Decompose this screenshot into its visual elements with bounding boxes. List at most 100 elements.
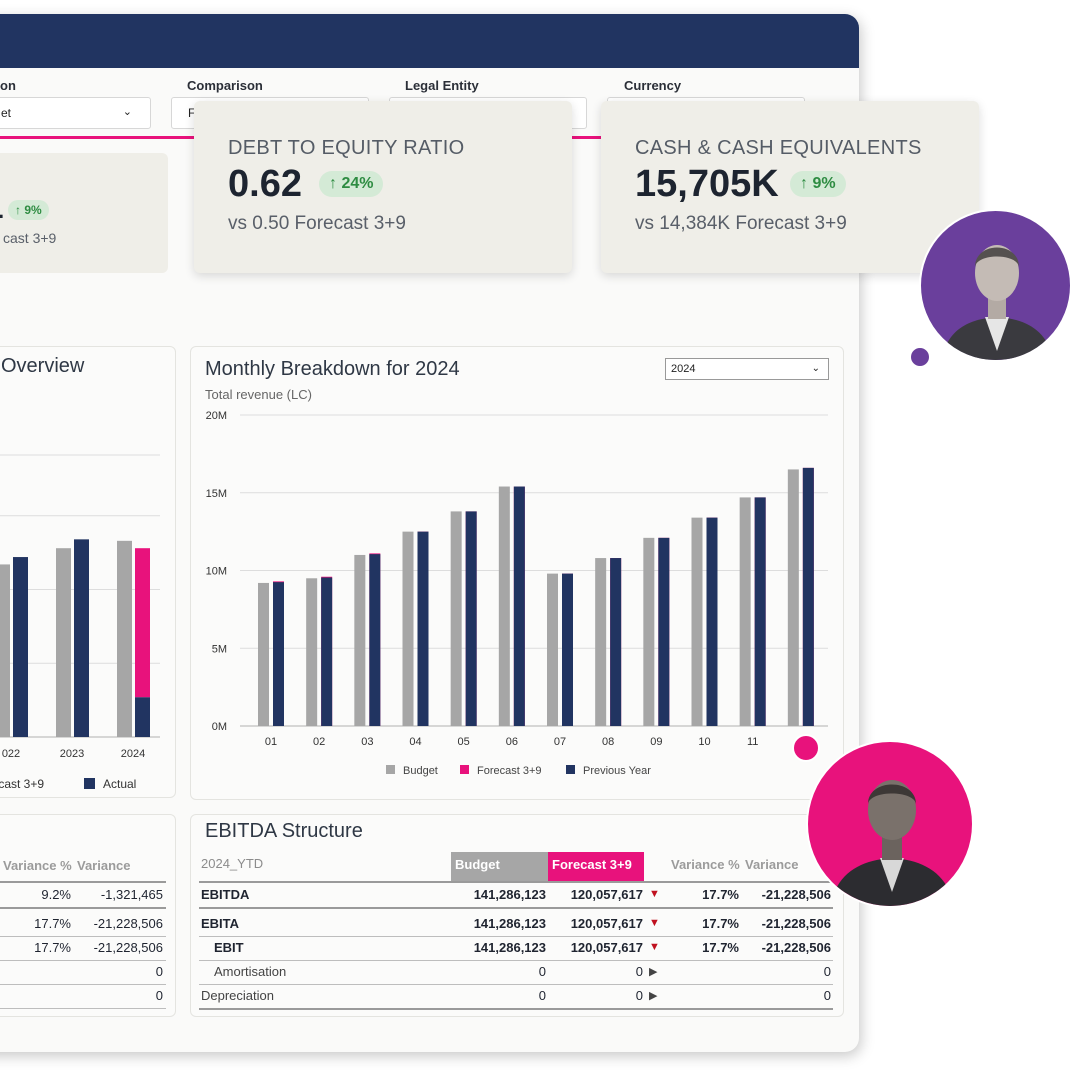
kpi-sub: cast 3+9 <box>3 230 57 246</box>
x-tick-label: 07 <box>554 736 566 748</box>
bar-previous-year <box>513 486 525 726</box>
bar-budget <box>258 582 269 726</box>
person-icon <box>830 780 954 906</box>
legend-swatch <box>566 765 575 774</box>
header-variance: Variance <box>745 857 799 872</box>
bar-previous-year <box>417 531 429 726</box>
cell-variance-pct: 17.7% <box>34 916 71 931</box>
row-label: EBITDA <box>201 887 250 902</box>
row-label: EBITA <box>201 916 240 931</box>
row-divider <box>199 1008 833 1010</box>
kpi-sub: vs 14,384K Forecast 3+9 <box>635 213 847 234</box>
cell-forecast: 120,057,617 <box>570 887 643 902</box>
filter-value-partial: et <box>1 106 12 120</box>
x-tick-label: 022 <box>2 748 20 760</box>
bar-actual <box>13 557 28 737</box>
legend-label: Forecast 3+9 <box>477 765 542 777</box>
person-icon <box>941 245 1054 360</box>
bar-budget <box>450 511 462 726</box>
x-tick-label: 01 <box>265 736 277 748</box>
header-budget: Budget <box>455 857 500 872</box>
row-divider <box>199 936 833 937</box>
kpi-value: 15,705K <box>635 163 779 205</box>
left-header-variance: Variance <box>77 858 131 873</box>
bar-budget <box>595 558 607 726</box>
legend-swatch <box>84 778 95 789</box>
row-divider <box>0 936 166 937</box>
kpi-card-debt-equity: DEBT TO EQUITY RATIO 0.62 ↑ 24% vs 0.50 … <box>194 101 572 273</box>
cell-variance: -21,228,506 <box>93 916 163 931</box>
bar-budget <box>643 537 655 726</box>
y-tick-label: 0M <box>212 721 227 733</box>
legend-label: Previous Year <box>583 765 651 777</box>
bar-previous-year <box>321 577 333 726</box>
bar-budget <box>0 564 10 737</box>
x-tick-label: 06 <box>506 736 518 748</box>
row-divider <box>199 984 833 985</box>
x-tick-label: 08 <box>602 736 614 748</box>
arrow-right-icon: ▶ <box>649 990 658 1002</box>
monthly-chart-title: Monthly Breakdown for 2024 <box>205 358 460 380</box>
ebitda-period: 2024_YTD <box>201 856 264 871</box>
cell-variance-pct: 9.2% <box>41 887 71 902</box>
ebitda-header-divider <box>199 881 833 883</box>
bar-previous-year <box>610 558 622 726</box>
cell-variance: -21,228,506 <box>761 940 831 955</box>
x-tick-label: 09 <box>650 736 662 748</box>
left-table-divider <box>0 881 166 883</box>
bar-budget <box>117 540 132 737</box>
left-header-variance-pct: Variance % <box>3 858 72 873</box>
x-tick-label: 10 <box>698 736 710 748</box>
bar-previous-year <box>706 517 718 726</box>
x-tick-label: 04 <box>409 736 421 748</box>
decor-dot-pink <box>792 734 820 762</box>
kpi-change-badge: ↑ 24% <box>319 171 384 197</box>
y-tick-label: 5M <box>212 643 227 655</box>
filter-label-comparison: Comparison <box>187 78 263 93</box>
chevron-down-icon: ⌄ <box>122 106 132 118</box>
chevron-down-icon: ⌄ <box>811 363 820 374</box>
header-variance-pct: Variance % <box>671 857 740 872</box>
bar-budget <box>56 548 71 737</box>
filter-dropdown-partial[interactable]: et ⌄ <box>0 97 151 129</box>
bar-budget <box>498 486 510 726</box>
monthly-chart-subtitle: Total revenue (LC) <box>205 387 312 402</box>
kpi-title: CASH & CASH EQUIVALENTS <box>635 137 922 159</box>
cell-variance-pct: 17.7% <box>702 916 739 931</box>
legend-label: orecast 3+9 <box>0 777 44 791</box>
arrow-right-icon: ▶ <box>649 966 658 978</box>
decor-dot-purple <box>909 346 931 368</box>
bar-budget <box>739 497 751 726</box>
cell-budget: 141,286,123 <box>473 916 546 931</box>
kpi-change-badge: ↑ 9% <box>790 171 846 197</box>
row-divider <box>0 960 166 961</box>
header-budget-bg <box>451 852 548 882</box>
bar-budget <box>354 554 366 726</box>
header-forecast: Forecast 3+9 <box>552 857 632 872</box>
top-bar <box>0 14 859 68</box>
filter-label-legal-entity: Legal Entity <box>405 78 479 93</box>
avatar-man-purple <box>919 209 1072 362</box>
cell-variance: -21,228,506 <box>93 940 163 955</box>
arrow-down-icon: ▼ <box>649 917 660 929</box>
filter-label-currency: Currency <box>624 78 682 93</box>
ebitda-structure-panel <box>190 814 844 1017</box>
year-select[interactable]: 2024 ⌄ <box>665 358 829 380</box>
cell-budget: 141,286,123 <box>473 940 546 955</box>
row-divider <box>0 907 166 909</box>
legend-swatch <box>386 765 395 774</box>
ebitda-title: EBITDA Structure <box>205 820 363 842</box>
filter-label-partial: on <box>0 78 16 93</box>
arrow-up-icon: ↑ <box>15 203 21 217</box>
row-divider <box>199 907 833 909</box>
overview-chart-panel: Overview 022 2023 2024 orecast 3+9 Actual <box>0 346 176 798</box>
row-label: EBIT <box>214 940 244 955</box>
legend-label: Budget <box>403 765 438 777</box>
x-tick-label: 03 <box>361 736 373 748</box>
x-tick-label: 11 <box>747 736 758 748</box>
cell-forecast: 0 <box>635 964 643 979</box>
cell-variance: 0 <box>823 964 831 979</box>
cell-variance: -21,228,506 <box>761 887 831 902</box>
monthly-chart: 0M 5M 10M 15M 20M 01 02 03 04 05 06 07 08 09 10 11 Budge… <box>206 410 828 777</box>
